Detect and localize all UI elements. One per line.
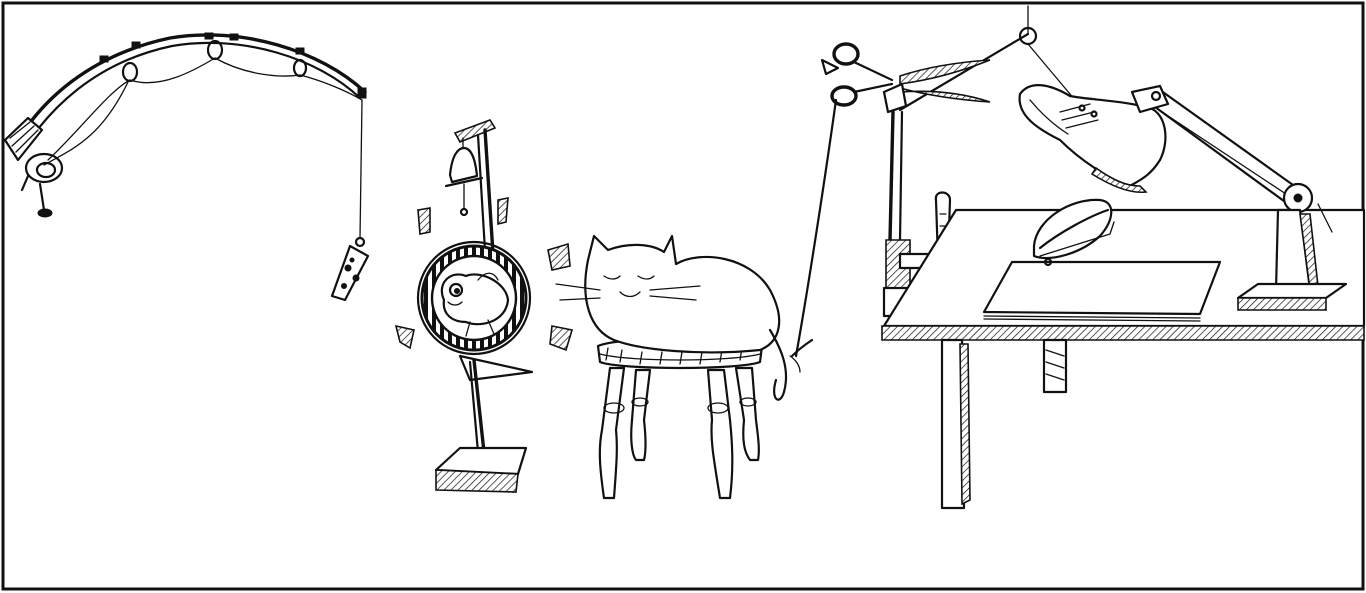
fishing-rod bbox=[3, 32, 367, 248]
reel-icon bbox=[20, 152, 64, 218]
boot-lever bbox=[1138, 88, 1363, 311]
stapler-icon bbox=[1032, 198, 1115, 267]
boot-icon bbox=[1018, 84, 1170, 194]
scissors-icon bbox=[820, 42, 991, 107]
sleeping-cat-icon bbox=[555, 234, 801, 401]
pulley-string bbox=[790, 5, 1076, 358]
wooden-stool bbox=[596, 337, 764, 500]
hamster-wheel bbox=[394, 197, 574, 493]
cheese-bait-icon bbox=[330, 244, 370, 302]
hamster-icon bbox=[440, 272, 510, 337]
paper-stack-icon bbox=[982, 260, 1222, 322]
bell-icon bbox=[444, 146, 484, 217]
